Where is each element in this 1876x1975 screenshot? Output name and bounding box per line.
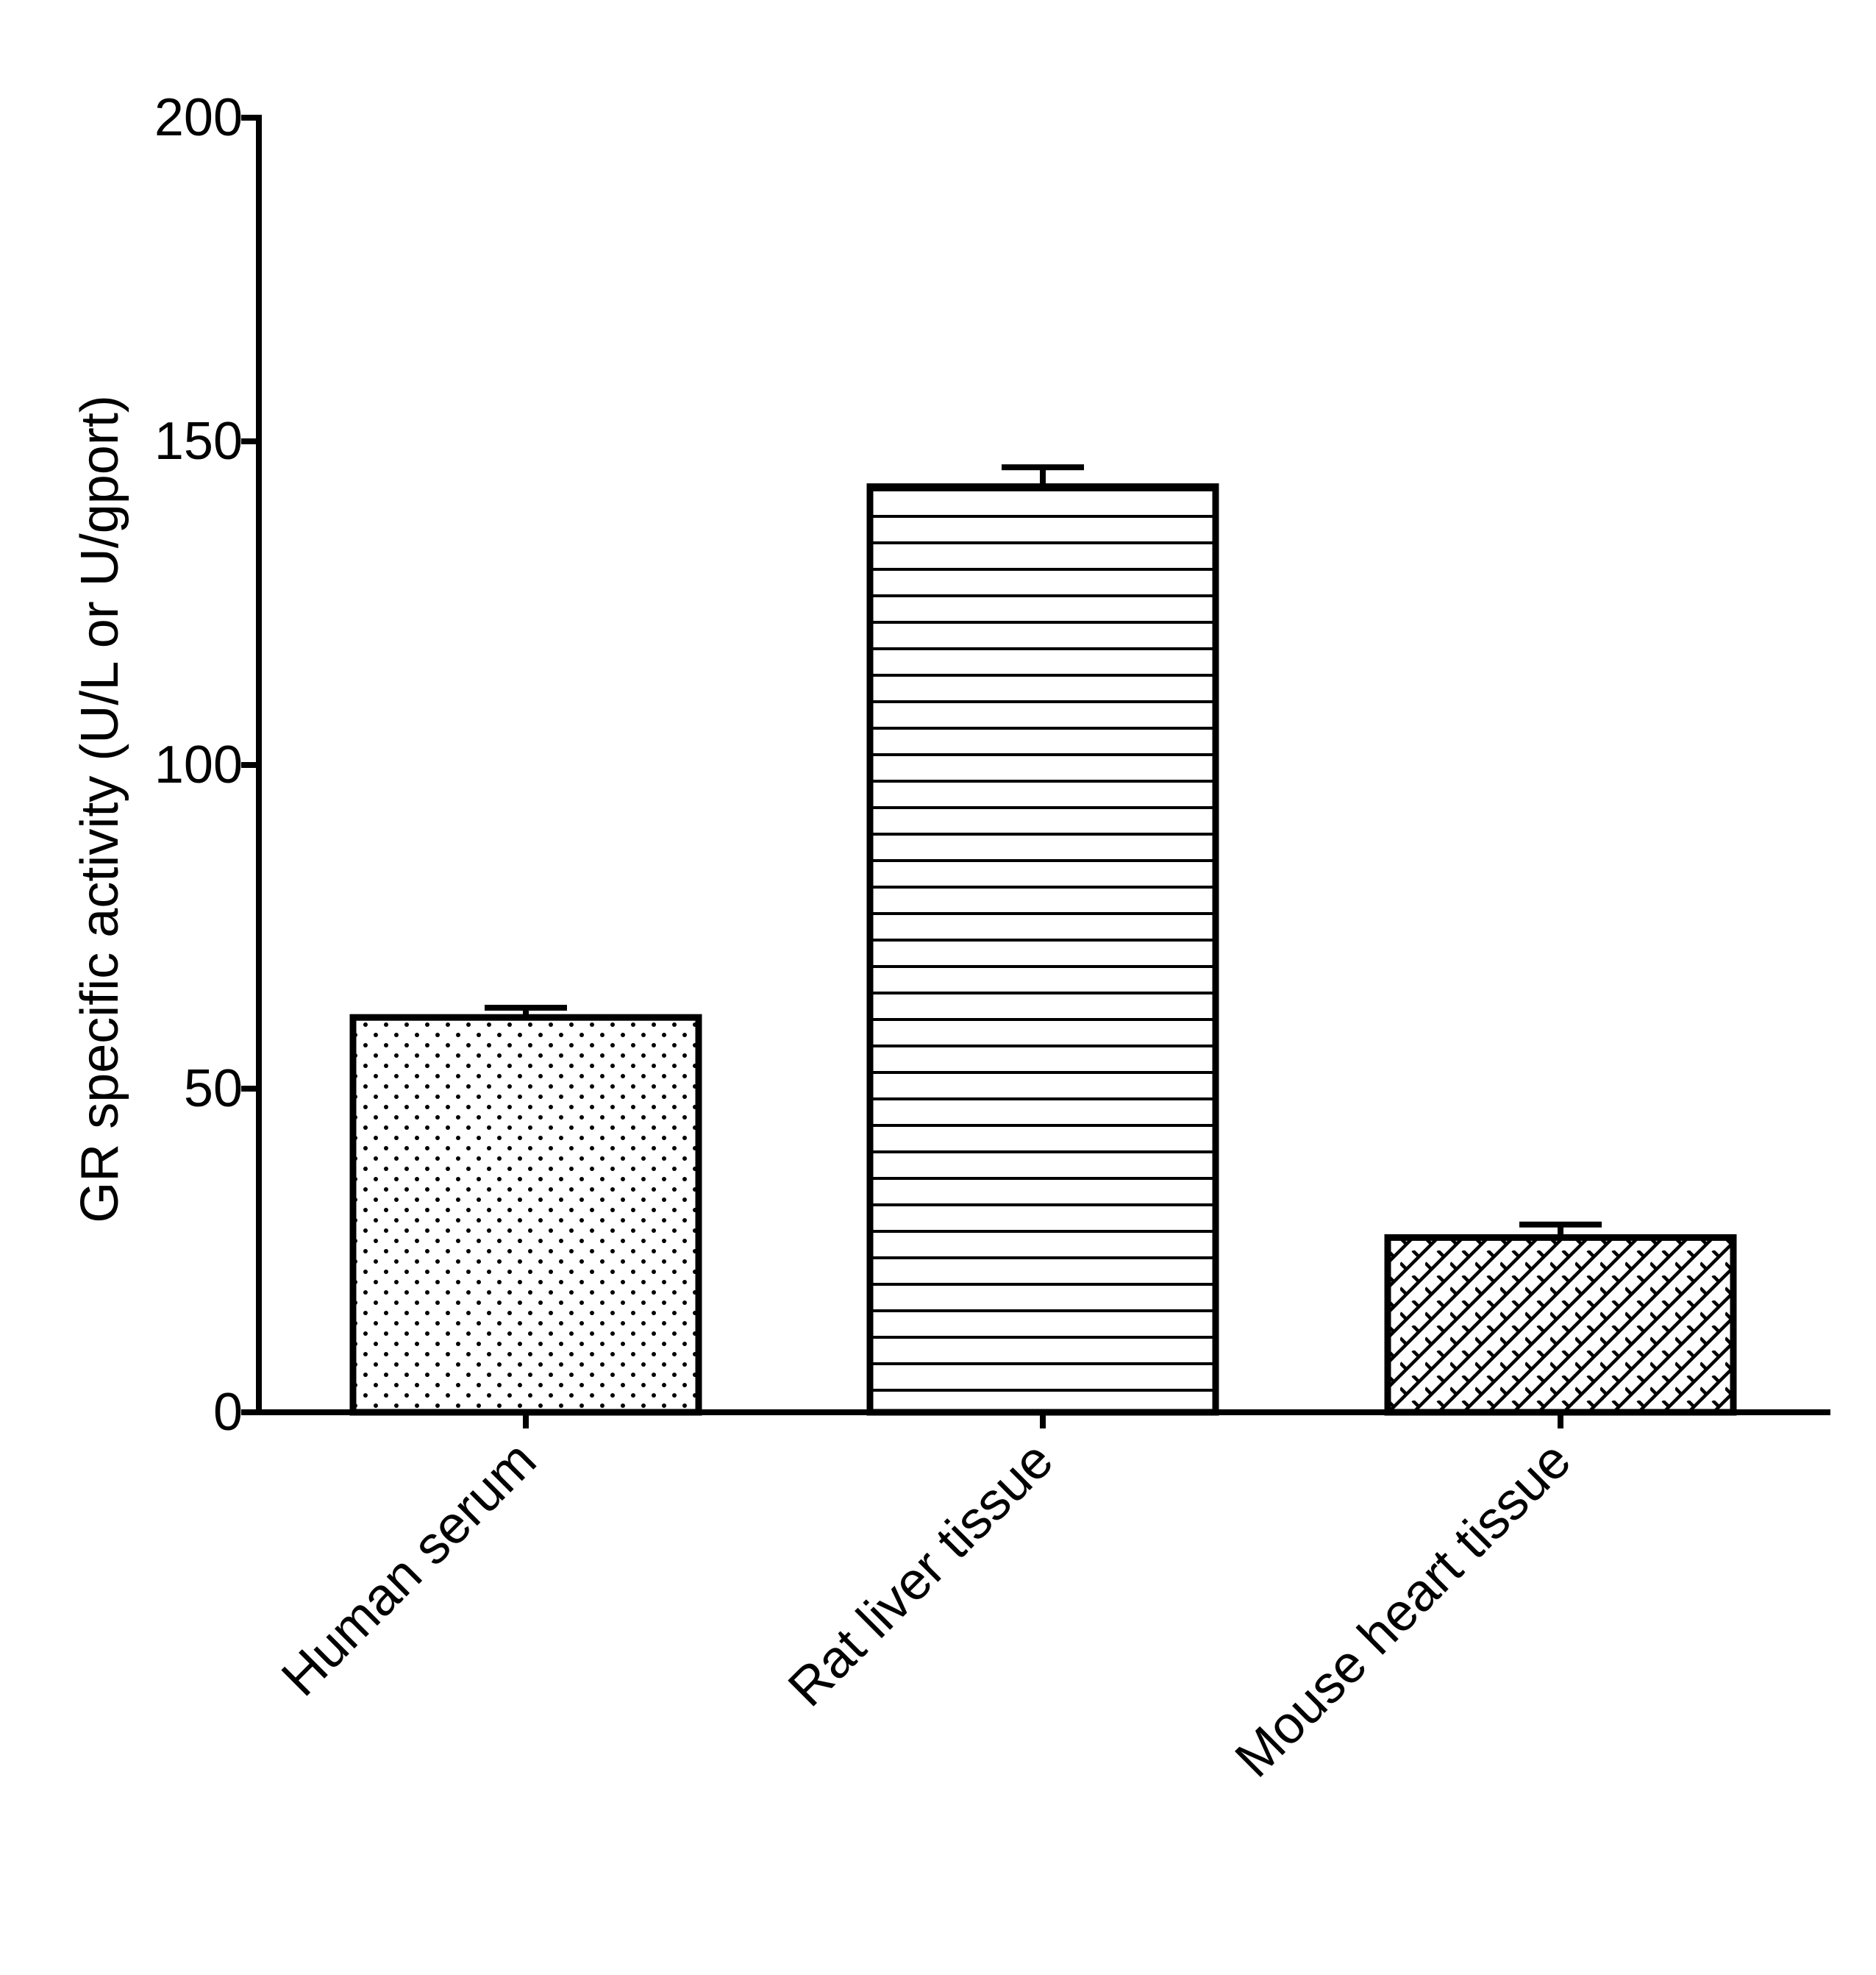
bar-rat-liver-tissue (866, 483, 1219, 1416)
y-tick-label: 200 (154, 88, 243, 147)
x-tick-label: Mouse heart tissue (1224, 1431, 1583, 1789)
x-tick-label: Rat liver tissue (777, 1431, 1064, 1718)
bar-mouse-heart-tissue (1384, 1234, 1737, 1416)
y-tick-label: 100 (154, 736, 243, 794)
y-tick-label: 0 (213, 1383, 243, 1442)
y-axis-ticks: 0 50 100 150 200 (154, 88, 259, 1442)
y-axis-title: GR specific activity (U/L or U/gport) (71, 395, 129, 1223)
bars (349, 464, 1737, 1416)
x-axis-ticks: Human serum Rat liver tissue Mouse heart t… (271, 1412, 1582, 1788)
y-tick-label: 50 (184, 1059, 243, 1118)
bar-human-serum (349, 1014, 702, 1416)
y-tick-label: 150 (154, 412, 243, 471)
x-tick-label: Human serum (271, 1431, 547, 1707)
